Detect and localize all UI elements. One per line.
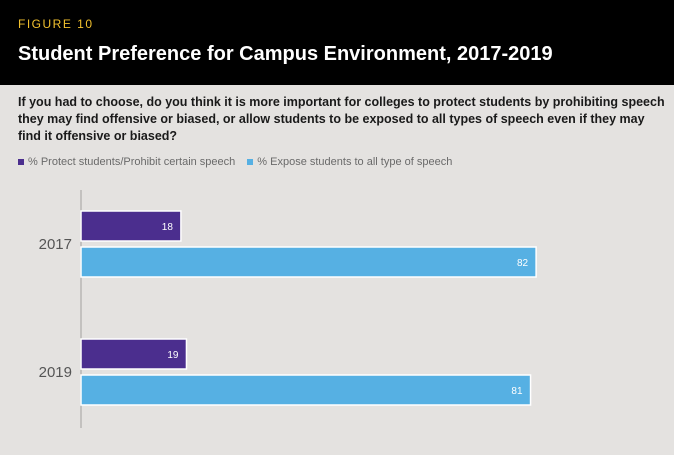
header-bar: FIGURE 10 Student Preference for Campus …	[0, 0, 674, 85]
legend-swatch-expose	[247, 159, 254, 165]
chart-title: Student Preference for Campus Environmen…	[18, 43, 553, 65]
data-label-2017-series-0: 18	[162, 222, 174, 233]
bar-2017-series-1	[80, 246, 537, 278]
data-label-2019-series-0: 19	[167, 350, 179, 361]
legend-label-protect: % Protect students/Prohibit certain spee…	[28, 156, 236, 168]
figure-label: FIGURE 10	[18, 17, 94, 31]
data-label-2017-series-1: 82	[517, 258, 529, 269]
legend: % Protect students/Prohibit certain spee…	[18, 156, 464, 168]
bar-2017-series-0	[80, 210, 182, 242]
legend-item-expose: % Expose students to all type of speech	[247, 156, 452, 168]
survey-question: If you had to choose, do you think it is…	[18, 95, 665, 143]
bar-chart: 18 82 2017 19 81 2019	[39, 190, 537, 428]
legend-swatch-protect	[18, 159, 24, 165]
legend-label-expose: % Expose students to all type of speech	[257, 156, 453, 168]
category-label-2017: 2017	[39, 236, 72, 253]
legend-item-protect: % Protect students/Prohibit certain spee…	[18, 156, 235, 168]
category-label-2019: 2019	[39, 364, 72, 381]
data-label-2019-series-1: 81	[511, 386, 523, 397]
bar-2019-series-0	[80, 338, 188, 370]
bar-2019-series-1	[80, 374, 532, 406]
